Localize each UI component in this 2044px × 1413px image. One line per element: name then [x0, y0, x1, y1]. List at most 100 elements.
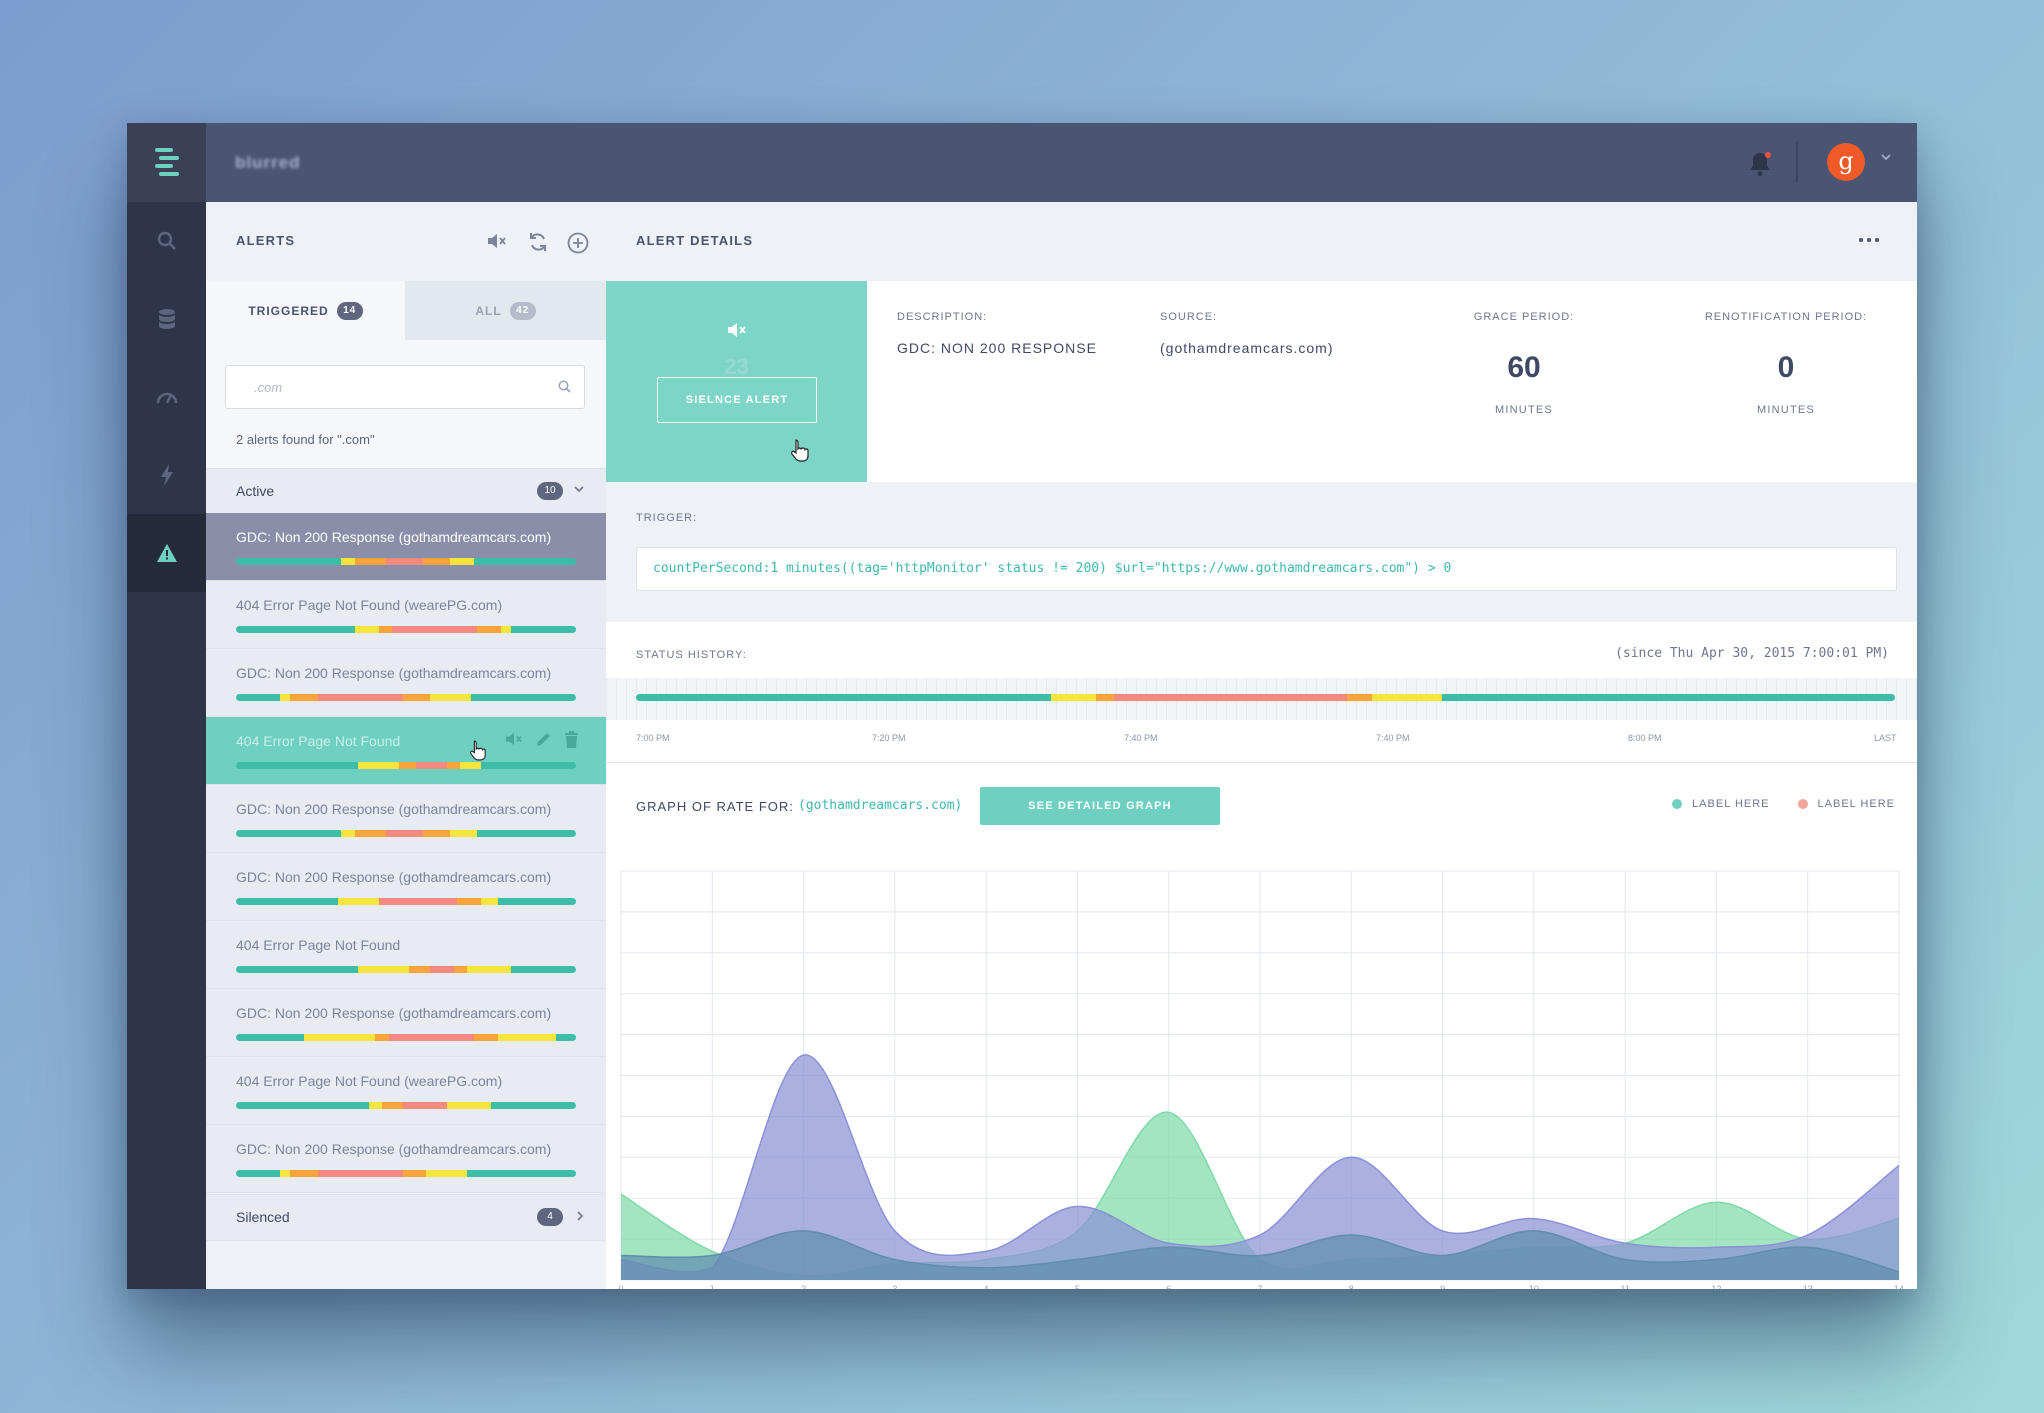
status-segment — [555, 1034, 576, 1041]
silence-alert-button[interactable]: SIELNCE ALERT — [657, 377, 817, 423]
status-segment — [473, 1034, 498, 1041]
search-icon[interactable] — [558, 380, 571, 393]
alert-list-item[interactable]: 404 Error Page Not Found — [206, 921, 606, 989]
alert-list-item[interactable]: GDC: Non 200 Response (gothamdreamcars.c… — [206, 853, 606, 921]
alerts-panel: ALERTS TRIGGERED 14 ALL 42 2 alerts foun… — [206, 202, 607, 1289]
status-segment — [338, 898, 379, 905]
x-tick-label: 8 — [1349, 1284, 1354, 1289]
status-segment — [385, 558, 423, 565]
alert-list-item[interactable]: 404 Error Page Not Found (wearePG.com) — [206, 581, 606, 649]
alert-list-item[interactable]: GDC: Non 200 Response (gothamdreamcars.c… — [206, 513, 606, 581]
renotification-label: RENOTIFICATION PERIOD: — [1704, 311, 1868, 323]
mute-icon[interactable] — [487, 232, 507, 250]
details-header: ALERT DETAILS — [606, 202, 1917, 282]
status-segment — [446, 1102, 491, 1109]
description-label: DESCRIPTION: — [897, 311, 988, 323]
mute-icon[interactable] — [505, 731, 523, 747]
rail-database[interactable] — [127, 280, 206, 358]
alert-list-item[interactable]: GDC: Non 200 Response (gothamdreamcars.c… — [206, 649, 606, 717]
alert-title: 404 Error Page Not Found — [236, 733, 401, 749]
status-segment — [290, 1170, 318, 1177]
add-icon[interactable] — [567, 232, 589, 254]
alert-list-item[interactable]: 404 Error Page Not Found (wearePG.com) — [206, 1057, 606, 1125]
refresh-icon[interactable] — [528, 232, 548, 252]
more-options-icon[interactable] — [1859, 238, 1879, 242]
x-tick-label: 3 — [892, 1284, 897, 1289]
alert-title: 404 Error Page Not Found (wearePG.com) — [236, 1073, 503, 1089]
status-segment — [236, 626, 355, 633]
status-segment — [470, 694, 576, 701]
rail-dashboard[interactable] — [127, 358, 206, 436]
source-card: SOURCE: (gothamdreamcars.com) — [1130, 281, 1394, 482]
alert-title: GDC: Non 200 Response (gothamdreamcars.c… — [236, 1141, 552, 1157]
tab-triggered-count: 14 — [336, 301, 363, 320]
grace-period-value: 60 — [1507, 351, 1541, 384]
rail-events[interactable] — [127, 436, 206, 514]
alert-list-item[interactable]: GDC: Non 200 Response (gothamdreamcars.c… — [206, 989, 606, 1057]
grace-period-card: GRACE PERIOD: 60 MINUTES — [1393, 281, 1656, 482]
alert-status-bar — [236, 1170, 576, 1177]
alert-title: 404 Error Page Not Found (wearePG.com) — [236, 597, 503, 613]
status-tick-label: 7:40 PM — [1124, 733, 1158, 743]
details-title: ALERT DETAILS — [636, 233, 754, 248]
legend-label: LABEL HERE — [1817, 798, 1895, 810]
tab-triggered[interactable]: TRIGGERED 14 — [206, 281, 405, 340]
status-segment — [497, 898, 576, 905]
status-segment — [1095, 694, 1115, 701]
alert-list-item[interactable]: GDC: Non 200 Response (gothamdreamcars.c… — [206, 785, 606, 853]
status-segment — [422, 830, 451, 837]
alerts-header: ALERTS — [206, 202, 606, 281]
series-area — [621, 1230, 1899, 1280]
alert-title: GDC: Non 200 Response (gothamdreamcars.c… — [236, 801, 552, 817]
edit-icon[interactable] — [535, 731, 552, 748]
status-segment — [477, 626, 502, 633]
group-active[interactable]: Active 10 — [206, 468, 606, 515]
alert-status-bar — [236, 694, 576, 701]
status-segment — [385, 830, 423, 837]
app-logo[interactable] — [127, 123, 206, 202]
search-input[interactable] — [225, 365, 585, 409]
alert-status-bar — [236, 1102, 576, 1109]
status-segment — [382, 1102, 403, 1109]
status-segment — [511, 626, 576, 633]
trigger-query[interactable]: countPerSecond:1 minutes((tag='httpMonit… — [636, 547, 1897, 591]
hand-cursor-icon — [791, 439, 809, 462]
alert-list-item[interactable]: 404 Error Page Not Found — [206, 717, 606, 785]
status-segment — [236, 898, 338, 905]
group-silenced[interactable]: Silenced 4 — [206, 1194, 606, 1241]
alert-details-panel: ALERT DETAILS 23 SIELNCE ALERT DESCRIPTI… — [606, 202, 1917, 1289]
status-segment — [341, 830, 355, 837]
rail-search[interactable] — [127, 202, 206, 280]
status-tick-label: 8:00 PM — [1628, 733, 1662, 743]
user-avatar[interactable]: g — [1827, 143, 1865, 181]
app-window: blurred g ALERTS TRIGGERED 14 ALL 42 — [127, 123, 1917, 1289]
see-detailed-graph-button[interactable]: SEE DETAILED GRAPH — [980, 787, 1220, 825]
source-value: (gothamdreamcars.com) — [1160, 340, 1334, 356]
group-silenced-label: Silenced — [236, 1209, 290, 1225]
status-segment — [236, 694, 281, 701]
status-segment — [399, 762, 417, 769]
tab-triggered-label: TRIGGERED — [248, 303, 329, 318]
search-icon — [157, 231, 176, 250]
x-tick-label: 11 — [1620, 1284, 1629, 1289]
search-results-count: 2 alerts found for ".com" — [236, 432, 375, 447]
series-area — [621, 1112, 1899, 1280]
legend-dot — [1672, 799, 1683, 809]
status-segment — [402, 1102, 447, 1109]
status-segment — [426, 1170, 468, 1177]
rail-alerts[interactable] — [127, 514, 206, 592]
trigger-section: TRIGGER: countPerSecond:1 minutes((tag='… — [606, 482, 1917, 623]
header-divider — [1796, 141, 1798, 183]
chevron-right-icon — [577, 1211, 584, 1221]
database-icon — [158, 309, 175, 329]
series-area — [621, 1054, 1899, 1280]
notifications-button[interactable] — [1748, 151, 1772, 182]
alert-list-item[interactable]: GDC: Non 200 Response (gothamdreamcars.c… — [206, 1125, 606, 1193]
delete-icon[interactable] — [564, 731, 579, 748]
chevron-down-icon[interactable] — [1881, 153, 1891, 161]
status-segment — [636, 694, 1052, 701]
tab-all[interactable]: ALL 42 — [405, 281, 606, 340]
search-area: 2 alerts found for ".com" — [206, 340, 606, 468]
alert-actions — [505, 731, 579, 748]
status-segment — [392, 626, 478, 633]
